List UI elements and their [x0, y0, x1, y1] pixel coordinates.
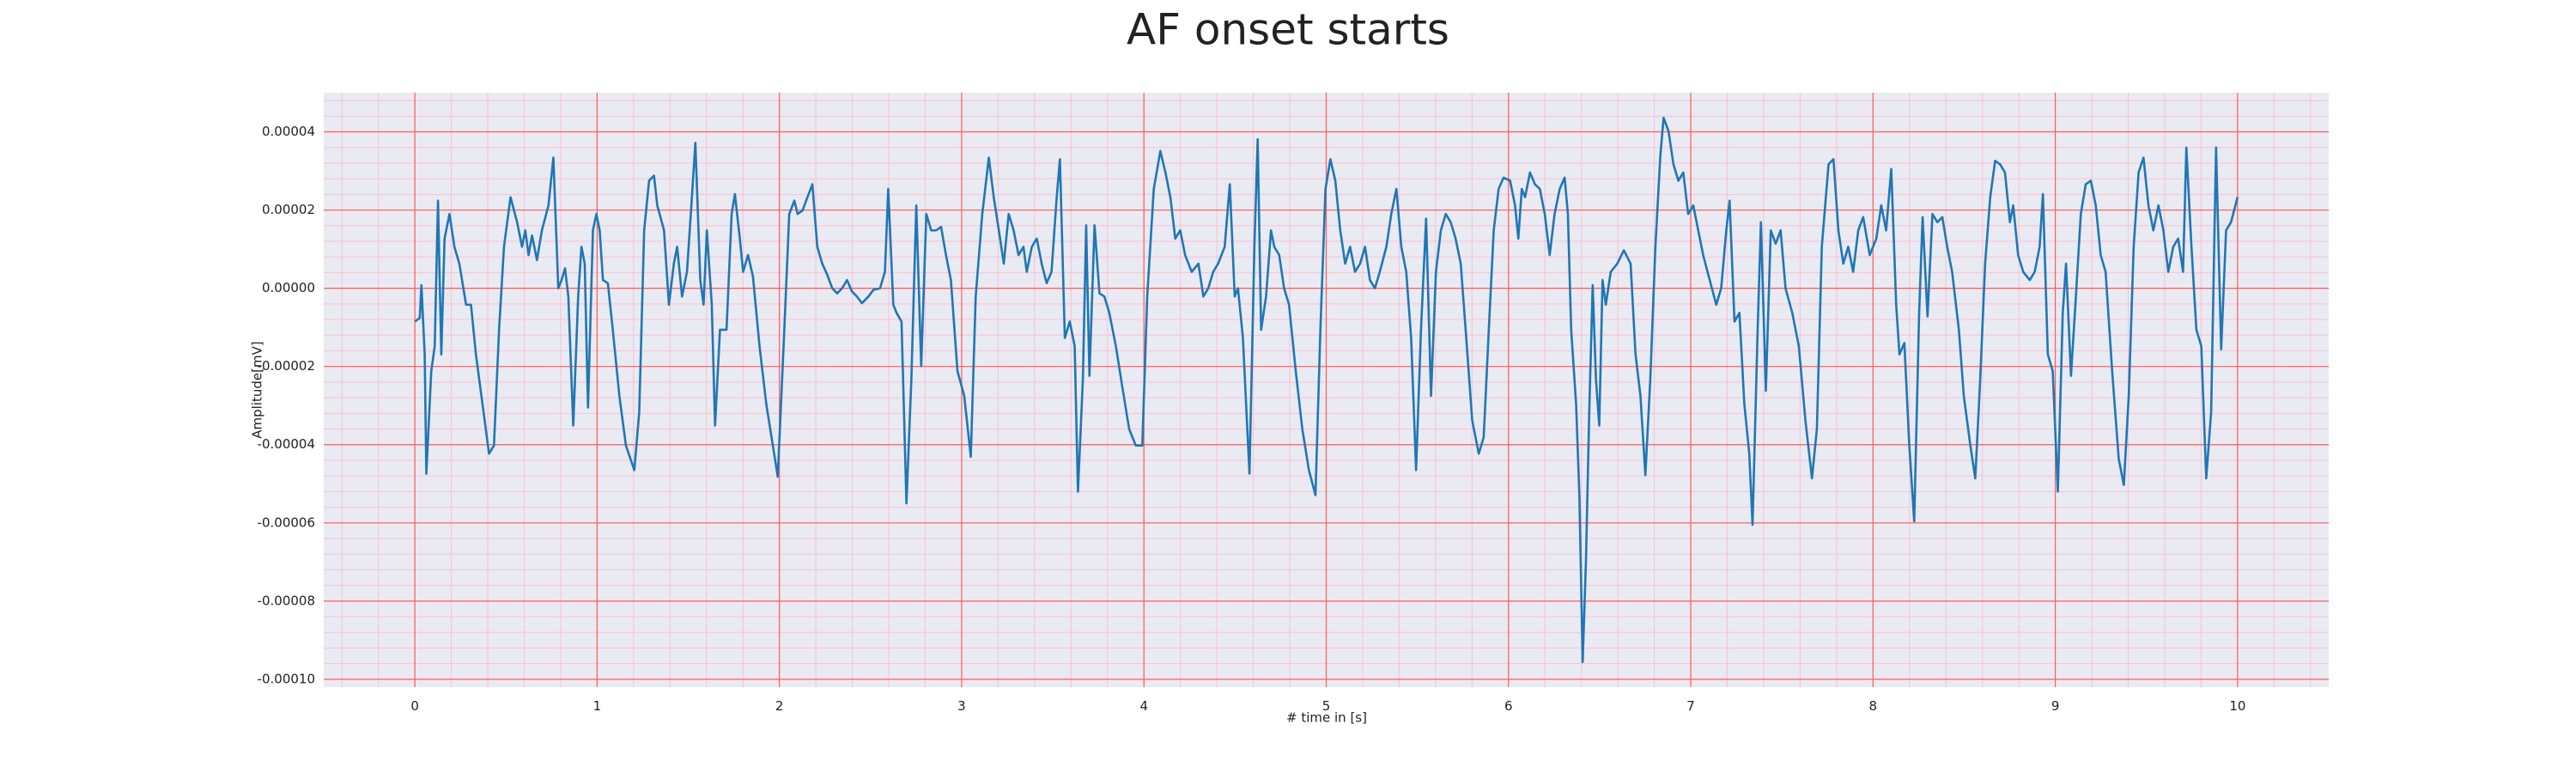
x-tick-label: 8: [1869, 698, 1878, 714]
x-tick-label: 1: [593, 698, 602, 714]
y-tick-label: -0.00002: [258, 358, 315, 374]
x-tick-label: 9: [2051, 698, 2060, 714]
y-tick-label: -0.00006: [258, 514, 315, 530]
x-tick-label: 3: [957, 698, 966, 714]
x-tick-label: 0: [410, 698, 419, 714]
x-tick-label: 6: [1504, 698, 1513, 714]
y-tick-label: -0.00008: [258, 593, 315, 608]
x-axis-label: # time in [s]: [1286, 710, 1367, 726]
signal-line: [414, 116, 2239, 664]
y-tick-label: -0.00010: [258, 671, 315, 686]
x-tick-label: 5: [1322, 698, 1331, 714]
x-tick-label: 10: [2229, 698, 2245, 714]
chart-title: AF onset starts: [1127, 5, 1449, 55]
y-tick-label: 0.00004: [262, 124, 315, 139]
y-tick-label: 0.00002: [262, 202, 315, 217]
y-tick-label: 0.00000: [262, 280, 315, 295]
y-axis-label: Amplitude[mV]: [250, 341, 265, 438]
x-tick-label: 4: [1139, 698, 1148, 714]
y-tick-label: -0.00004: [258, 436, 315, 452]
x-tick-label: 2: [775, 698, 784, 714]
x-tick-label: 7: [1686, 698, 1695, 714]
